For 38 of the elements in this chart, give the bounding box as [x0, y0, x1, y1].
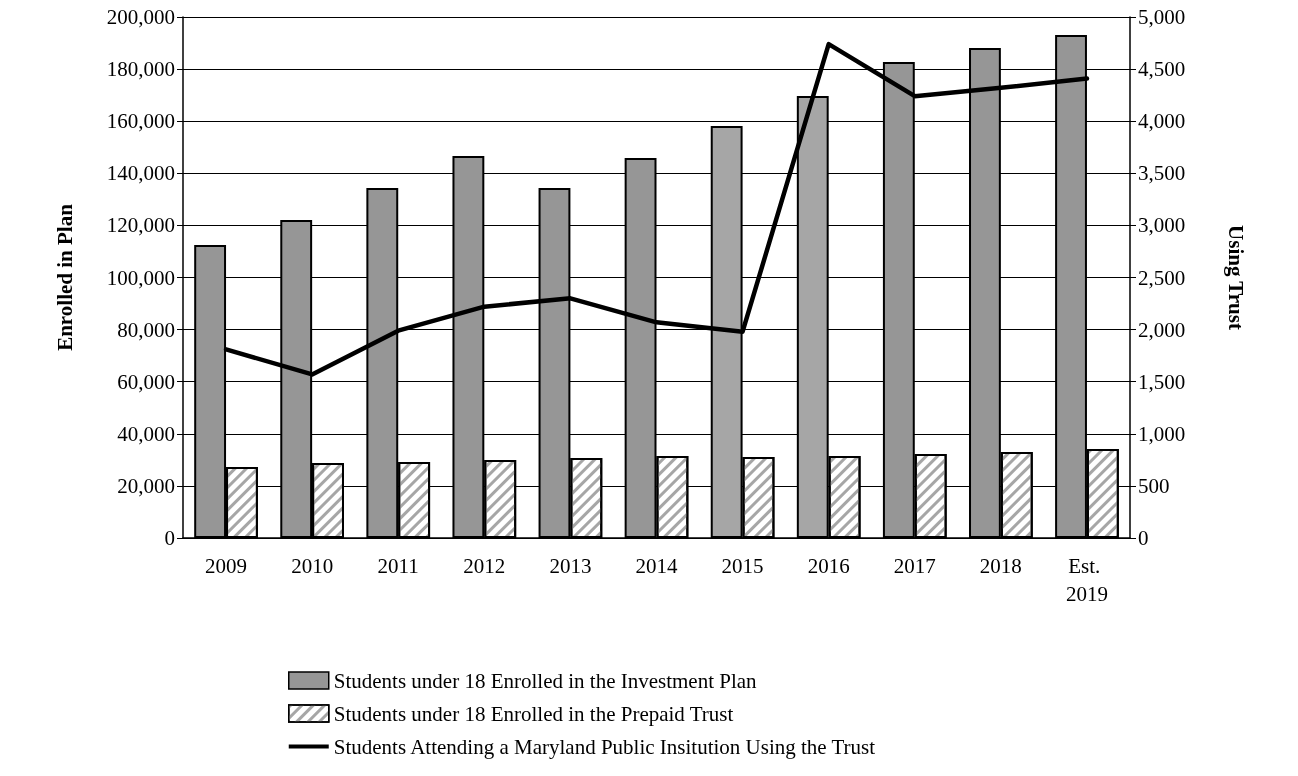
y2-tick-label: 4,500: [1138, 57, 1186, 82]
y-tick-label: 40,000: [117, 421, 175, 446]
legend-label: Students Attending a Maryland Public Insitution Using the Trust: [333, 734, 876, 759]
y2-tick-label: 0: [1138, 526, 1149, 550]
y2-axis-title: Using Trust: [1223, 225, 1248, 330]
y2-tick-label: 3,000: [1138, 213, 1186, 238]
legend-label: Students under 18 Enrolled in the Investment Plan: [333, 668, 758, 693]
y2-tick-label: 500: [1138, 473, 1170, 498]
x-tick-label: 2014: [635, 554, 678, 578]
y2-tick-label: 1,500: [1138, 369, 1186, 394]
y2-tick-label: 2,000: [1138, 317, 1186, 342]
x-tick-label: 2018: [979, 554, 1022, 578]
y-tick-label: 140,000: [106, 161, 175, 186]
y-axis-title: Enrolled in Plan: [52, 203, 77, 351]
y-tick-label: 60,000: [117, 369, 175, 394]
x-tick-label: 2015: [721, 554, 764, 578]
y2-tick-label: 3,500: [1138, 161, 1186, 186]
y-tick-label: 20,000: [117, 473, 175, 498]
y-tick-label: 80,000: [117, 317, 175, 342]
x-tick-label: 2013: [549, 554, 592, 578]
y2-tick-label: 2,500: [1138, 265, 1186, 290]
y-tick-label: 160,000: [106, 109, 175, 134]
x-tick-label: 2016: [807, 554, 850, 578]
x-tick-label: 2012: [463, 554, 506, 578]
y-tick-label: 200,000: [106, 5, 175, 29]
y-tick-label: 180,000: [106, 57, 175, 82]
x-tick-label: Est. 2019: [1065, 554, 1108, 606]
y2-tick-label: 1,000: [1138, 421, 1186, 446]
x-tick-label: 2009: [205, 554, 248, 578]
x-tick-label: 2017: [893, 554, 936, 578]
y-tick-label: 0: [164, 526, 175, 550]
legend-label: Students under 18 Enrolled in the Prepaid Trust: [333, 701, 734, 726]
y-tick-label: 100,000: [106, 265, 175, 290]
y2-tick-label: 5,000: [1138, 5, 1186, 29]
y2-tick-label: 4,000: [1138, 109, 1186, 134]
y-tick-label: 120,000: [106, 213, 175, 238]
x-tick-label: 2011: [377, 554, 419, 578]
x-tick-label: 2010: [291, 554, 334, 578]
